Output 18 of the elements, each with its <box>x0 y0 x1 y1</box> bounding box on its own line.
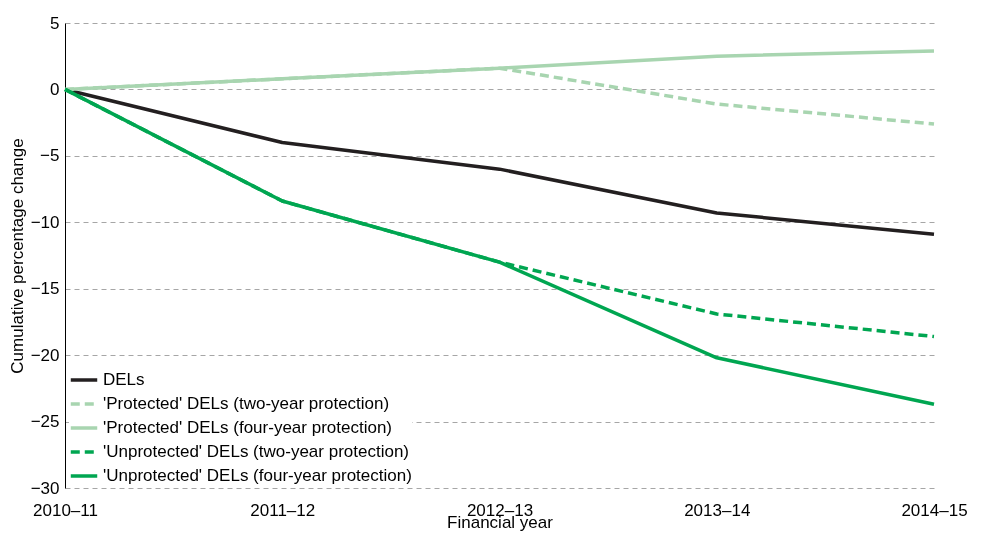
legend-label: 'Unprotected' DELs (two-year protection) <box>103 442 410 461</box>
y-tick-label: −5 <box>40 146 60 166</box>
x-tick-label: 2011–12 <box>250 500 316 520</box>
x-tick-label: 2010–11 <box>33 500 98 520</box>
legend-label: DELs <box>103 370 145 389</box>
legend-label: 'Unprotected' DELs (four-year protection) <box>103 466 412 485</box>
y-axis-title: Cumulative percentage change <box>7 138 27 374</box>
y-tick-label: −10 <box>30 212 60 232</box>
y-tick-label: −25 <box>30 412 60 432</box>
y-tick-label: −20 <box>30 345 60 365</box>
x-tick-label: 2013–14 <box>684 500 751 520</box>
y-tick-label: −30 <box>30 478 60 498</box>
legend-label: 'Protected' DELs (four-year protection) <box>103 418 392 437</box>
y-tick-label: 5 <box>50 13 60 33</box>
y-tick-label: 0 <box>50 79 60 99</box>
legend-label: 'Protected' DELs (two-year protection) <box>103 394 390 413</box>
y-tick-label: −15 <box>30 279 60 299</box>
x-tick-label: 2014–15 <box>901 500 968 520</box>
